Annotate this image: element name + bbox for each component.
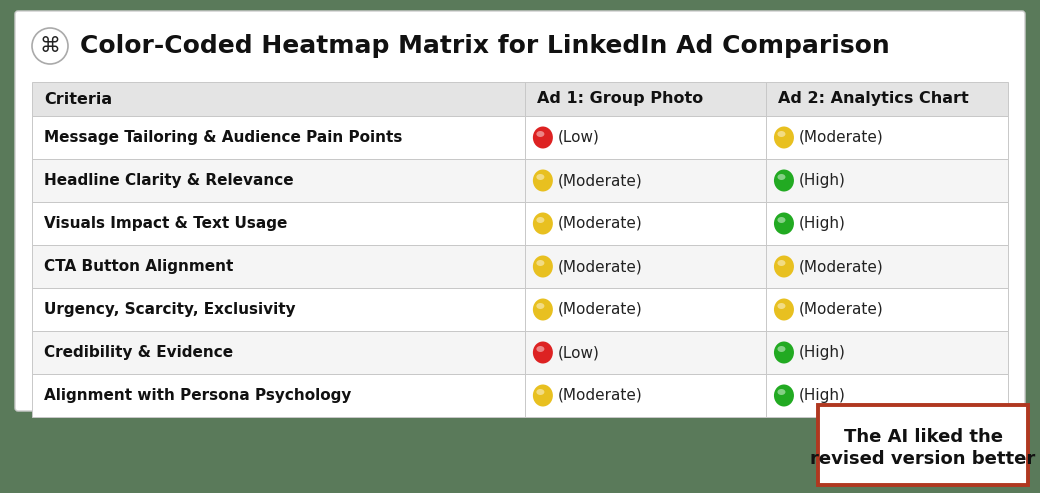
Ellipse shape bbox=[537, 174, 544, 180]
FancyBboxPatch shape bbox=[818, 405, 1028, 485]
Text: (Moderate): (Moderate) bbox=[557, 173, 643, 188]
Text: (Moderate): (Moderate) bbox=[799, 259, 884, 274]
FancyBboxPatch shape bbox=[32, 288, 1008, 331]
FancyBboxPatch shape bbox=[32, 331, 1008, 374]
Ellipse shape bbox=[532, 255, 553, 278]
Ellipse shape bbox=[532, 342, 553, 363]
Text: Visuals Impact & Text Usage: Visuals Impact & Text Usage bbox=[44, 216, 287, 231]
Ellipse shape bbox=[537, 346, 544, 352]
Ellipse shape bbox=[778, 389, 785, 395]
Text: (Moderate): (Moderate) bbox=[799, 302, 884, 317]
Ellipse shape bbox=[778, 303, 785, 309]
FancyBboxPatch shape bbox=[32, 245, 1008, 288]
FancyBboxPatch shape bbox=[15, 11, 1025, 411]
Text: Color-Coded Heatmap Matrix for LinkedIn Ad Comparison: Color-Coded Heatmap Matrix for LinkedIn … bbox=[80, 34, 890, 58]
Text: Urgency, Scarcity, Exclusivity: Urgency, Scarcity, Exclusivity bbox=[44, 302, 295, 317]
Text: Alignment with Persona Psychology: Alignment with Persona Psychology bbox=[44, 388, 352, 403]
Text: (Moderate): (Moderate) bbox=[557, 302, 643, 317]
Ellipse shape bbox=[537, 389, 544, 395]
Text: Ad 2: Analytics Chart: Ad 2: Analytics Chart bbox=[778, 92, 968, 106]
Text: (Low): (Low) bbox=[557, 345, 600, 360]
Ellipse shape bbox=[532, 127, 553, 148]
Text: ⌘: ⌘ bbox=[40, 36, 60, 56]
Text: Ad 1: Group Photo: Ad 1: Group Photo bbox=[537, 92, 703, 106]
Ellipse shape bbox=[774, 298, 794, 320]
Ellipse shape bbox=[532, 212, 553, 235]
Ellipse shape bbox=[532, 170, 553, 191]
Text: (High): (High) bbox=[799, 216, 846, 231]
Text: (Low): (Low) bbox=[557, 130, 600, 145]
FancyBboxPatch shape bbox=[32, 116, 1008, 159]
Ellipse shape bbox=[774, 255, 794, 278]
Ellipse shape bbox=[537, 131, 544, 137]
Ellipse shape bbox=[774, 170, 794, 191]
Text: (High): (High) bbox=[799, 345, 846, 360]
Ellipse shape bbox=[774, 212, 794, 235]
Text: (High): (High) bbox=[799, 173, 846, 188]
Text: Message Tailoring & Audience Pain Points: Message Tailoring & Audience Pain Points bbox=[44, 130, 402, 145]
Text: (Moderate): (Moderate) bbox=[799, 130, 884, 145]
Text: Criteria: Criteria bbox=[44, 92, 112, 106]
Ellipse shape bbox=[532, 298, 553, 320]
Ellipse shape bbox=[778, 174, 785, 180]
Ellipse shape bbox=[774, 385, 794, 407]
Text: (High): (High) bbox=[799, 388, 846, 403]
Text: (Moderate): (Moderate) bbox=[557, 259, 643, 274]
Circle shape bbox=[32, 28, 68, 64]
Ellipse shape bbox=[537, 303, 544, 309]
Text: The AI liked the: The AI liked the bbox=[843, 428, 1003, 446]
Ellipse shape bbox=[537, 260, 544, 266]
Text: Headline Clarity & Relevance: Headline Clarity & Relevance bbox=[44, 173, 293, 188]
Text: Credibility & Evidence: Credibility & Evidence bbox=[44, 345, 233, 360]
Ellipse shape bbox=[778, 346, 785, 352]
Text: (Moderate): (Moderate) bbox=[557, 388, 643, 403]
Text: CTA Button Alignment: CTA Button Alignment bbox=[44, 259, 233, 274]
Ellipse shape bbox=[778, 131, 785, 137]
Ellipse shape bbox=[532, 385, 553, 407]
FancyBboxPatch shape bbox=[32, 159, 1008, 202]
Ellipse shape bbox=[774, 127, 794, 148]
Ellipse shape bbox=[778, 217, 785, 223]
Text: revised version better: revised version better bbox=[810, 450, 1036, 468]
Ellipse shape bbox=[778, 260, 785, 266]
FancyBboxPatch shape bbox=[32, 374, 1008, 417]
FancyBboxPatch shape bbox=[32, 202, 1008, 245]
Ellipse shape bbox=[774, 342, 794, 363]
Ellipse shape bbox=[537, 217, 544, 223]
FancyBboxPatch shape bbox=[32, 82, 1008, 116]
Text: (Moderate): (Moderate) bbox=[557, 216, 643, 231]
